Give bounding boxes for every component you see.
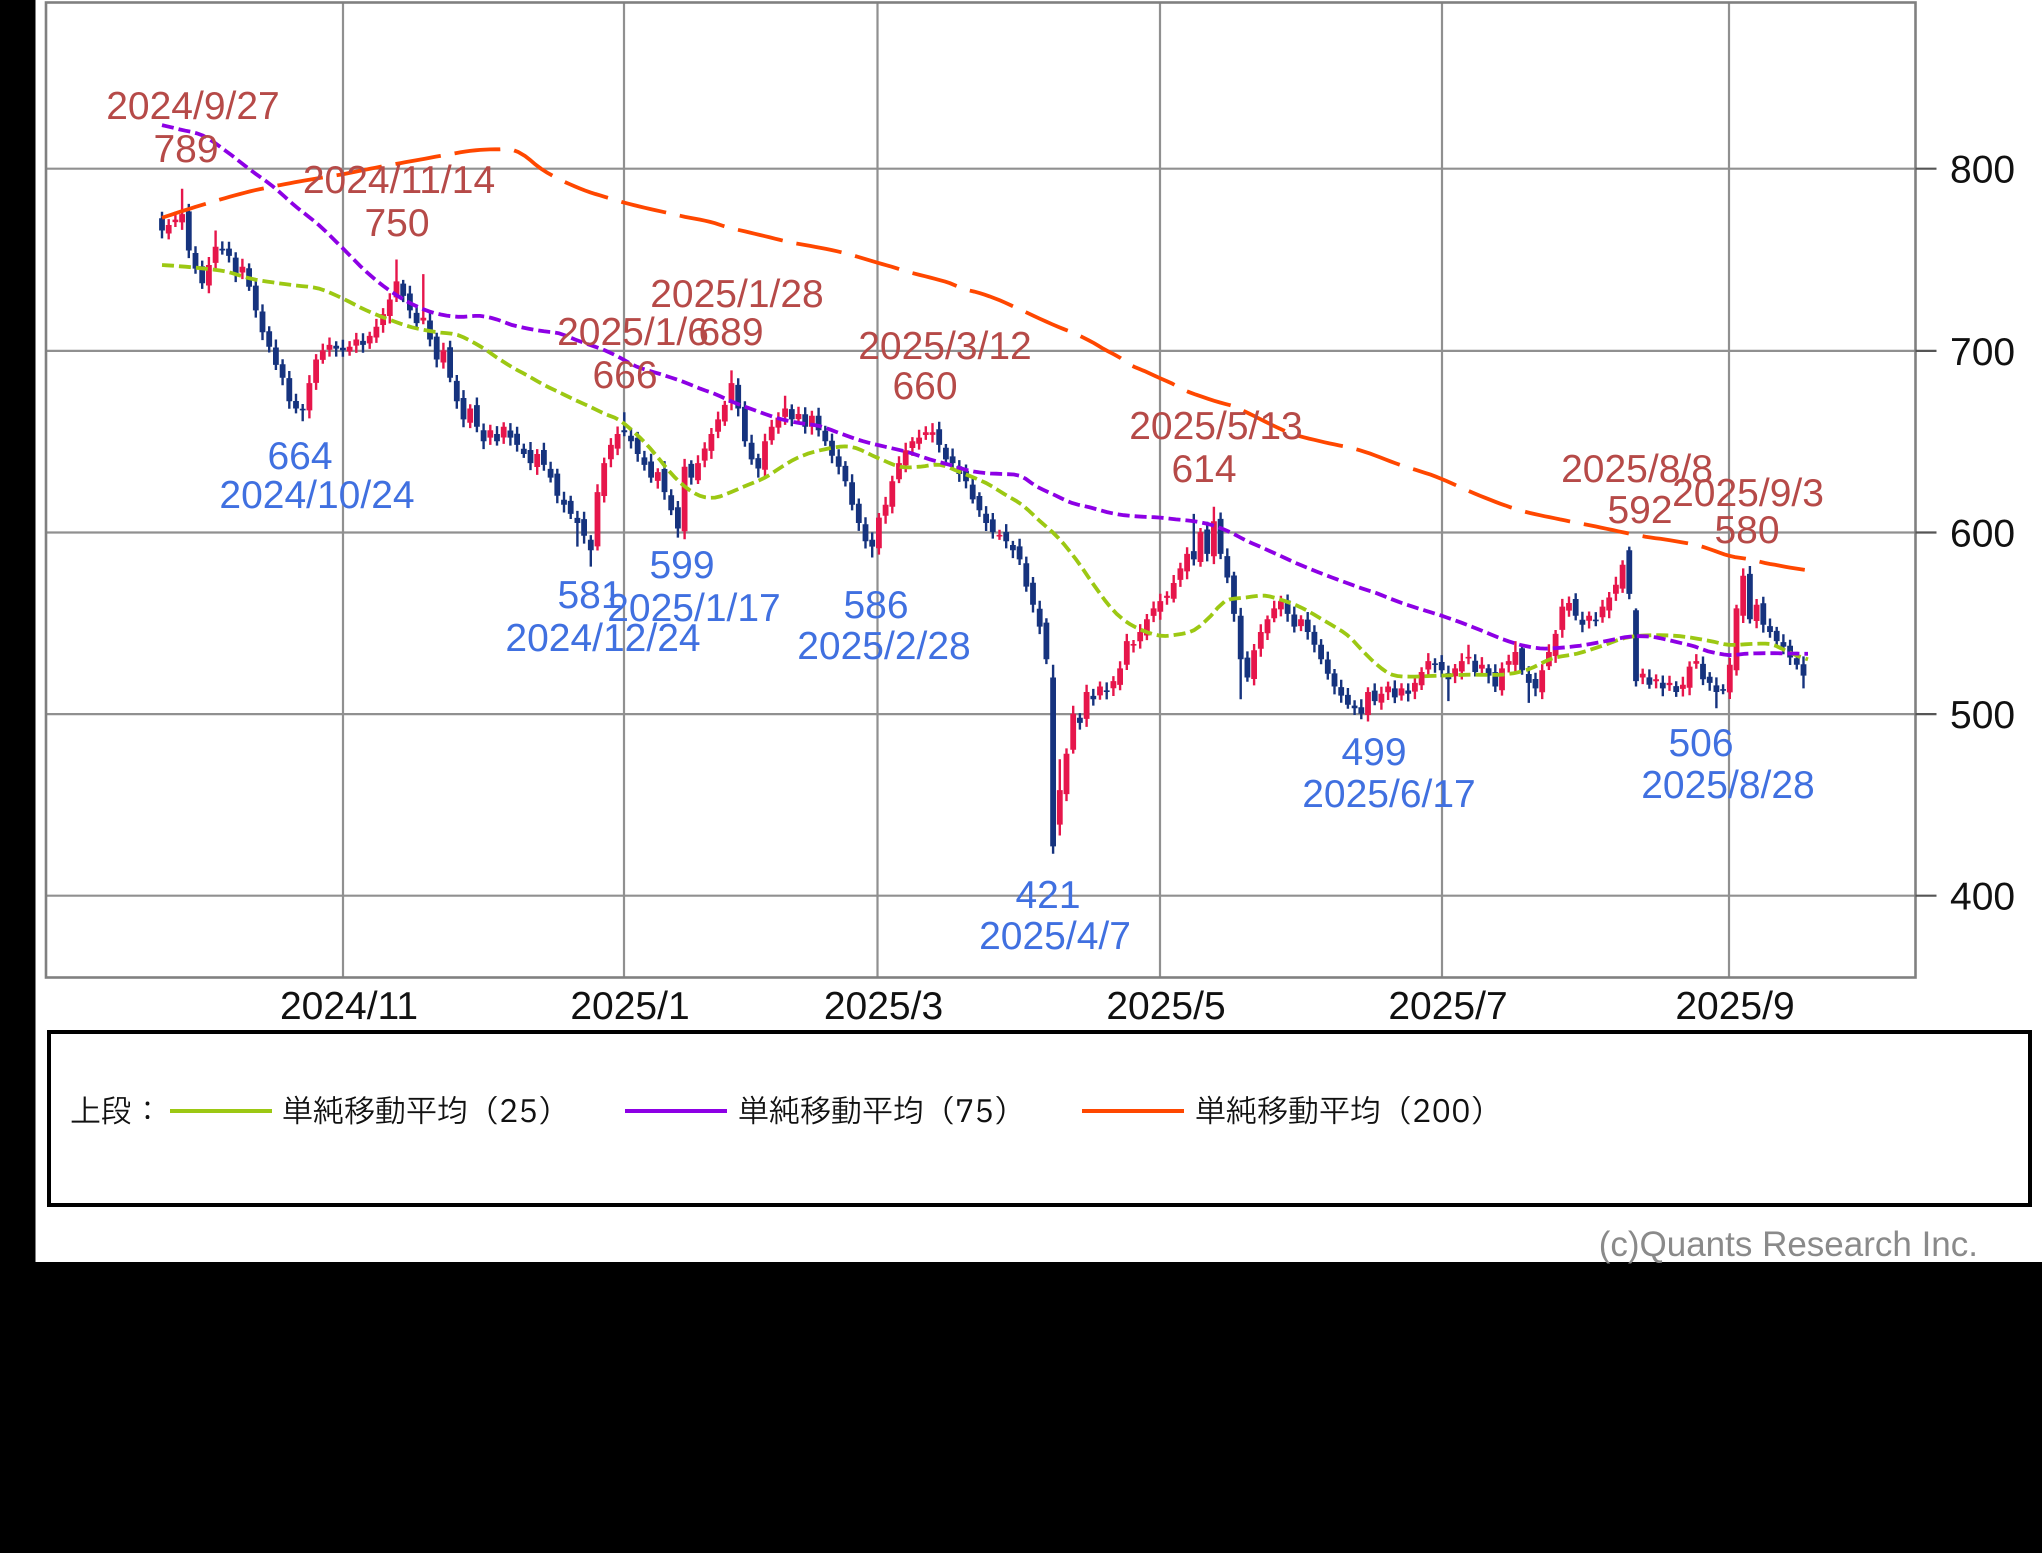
svg-text:2025/4/7: 2025/4/7 — [979, 915, 1131, 958]
svg-text:2024/11/14: 2024/11/14 — [303, 159, 495, 202]
svg-text:614: 614 — [1171, 448, 1236, 491]
svg-text:2025/5/13: 2025/5/13 — [1129, 405, 1303, 448]
svg-text:2025/7: 2025/7 — [1388, 985, 1507, 1028]
svg-text:2025/8/8: 2025/8/8 — [1561, 448, 1713, 491]
svg-text:750: 750 — [364, 202, 429, 245]
svg-text:580: 580 — [1714, 509, 1779, 552]
svg-text:(c)Quants Research Inc.: (c)Quants Research Inc. — [1599, 1225, 1978, 1264]
svg-text:2025/1/28: 2025/1/28 — [650, 273, 824, 316]
svg-text:2024/12/24: 2024/12/24 — [505, 617, 700, 660]
svg-text:400: 400 — [1950, 876, 2015, 919]
svg-text:2025/2/28: 2025/2/28 — [797, 625, 971, 668]
svg-text:592: 592 — [1607, 489, 1672, 532]
svg-text:2025/5: 2025/5 — [1106, 985, 1225, 1028]
svg-text:2024/10/24: 2024/10/24 — [219, 474, 414, 517]
svg-text:2025/9/3: 2025/9/3 — [1672, 472, 1824, 515]
svg-text:421: 421 — [1015, 874, 1080, 917]
svg-text:660: 660 — [892, 365, 957, 408]
svg-text:2025/1/6: 2025/1/6 — [557, 311, 709, 354]
svg-text:581: 581 — [557, 574, 622, 617]
svg-text:800: 800 — [1950, 149, 2015, 192]
svg-text:664: 664 — [267, 435, 332, 478]
svg-text:2025/3: 2025/3 — [824, 985, 943, 1028]
svg-text:506: 506 — [1668, 722, 1733, 765]
svg-text:2025/1/17: 2025/1/17 — [607, 587, 781, 630]
svg-text:586: 586 — [843, 584, 908, 627]
svg-text:2025/6/17: 2025/6/17 — [1302, 773, 1476, 816]
svg-text:700: 700 — [1950, 331, 2015, 374]
svg-text:600: 600 — [1950, 513, 2015, 556]
svg-text:2024/9/27: 2024/9/27 — [106, 85, 280, 128]
svg-text:689: 689 — [698, 311, 763, 354]
svg-text:2025/9: 2025/9 — [1675, 985, 1794, 1028]
svg-text:599: 599 — [649, 544, 714, 587]
svg-text:500: 500 — [1950, 694, 2015, 737]
svg-text:499: 499 — [1341, 731, 1406, 774]
svg-text:2025/1: 2025/1 — [570, 985, 689, 1028]
svg-text:2025/3/12: 2025/3/12 — [858, 325, 1032, 368]
svg-text:666: 666 — [592, 354, 657, 397]
svg-text:2024/11: 2024/11 — [280, 985, 418, 1028]
svg-text:2025/8/28: 2025/8/28 — [1641, 764, 1815, 807]
svg-text:789: 789 — [153, 128, 218, 171]
